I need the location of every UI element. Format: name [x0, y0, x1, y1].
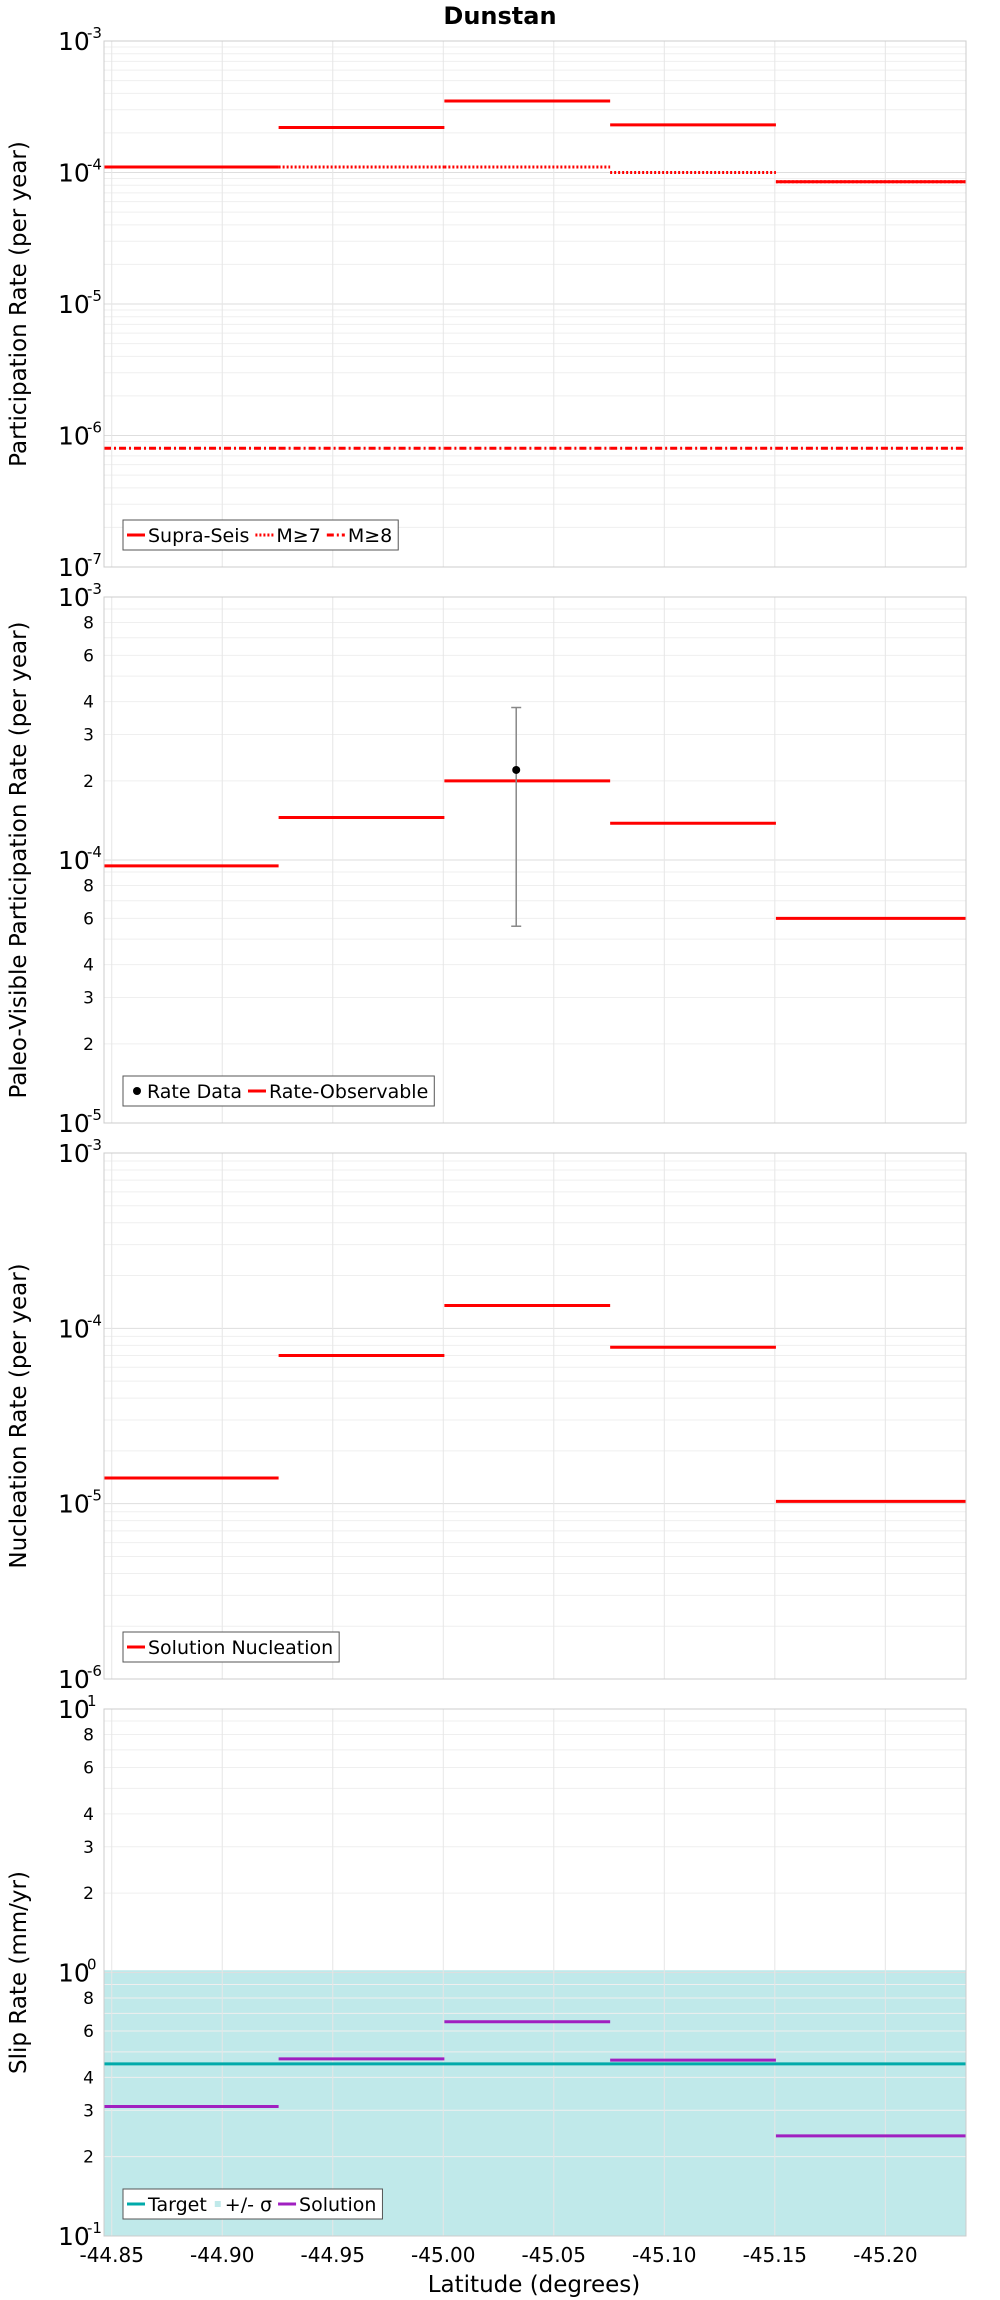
- y-tick-label: 10: [58, 583, 90, 612]
- legend-label: Solution: [299, 2194, 376, 2216]
- y-tick-exponent: -3: [87, 580, 102, 598]
- series-rate-observable: [104, 779, 966, 920]
- plot-border: [103, 40, 967, 568]
- y-minor-tick-label: 2: [83, 1035, 94, 1055]
- y-tick-label: 10: [58, 1314, 90, 1343]
- y-tick-label: 10: [58, 159, 90, 188]
- legend-frame: [122, 1075, 435, 1107]
- y-tick-label: 10: [58, 290, 90, 319]
- x-tick-label: -45.15: [743, 2243, 807, 2267]
- y-minor-tick-label: 3: [83, 726, 94, 746]
- y-minor-tick-label: 4: [83, 1805, 94, 1825]
- legend-frame: [122, 2188, 383, 2220]
- x-tick-label: -45.05: [522, 2243, 586, 2267]
- y-tick-label: 10: [58, 1109, 90, 1138]
- legend: Supra-Seis M≥7 M≥8: [122, 519, 399, 551]
- y-tick-label: 10: [58, 2222, 90, 2251]
- chart-title: Dunstan: [443, 2, 556, 30]
- plot-area: [104, 1153, 966, 1679]
- y-minor-tick-label: 6: [83, 2022, 94, 2042]
- legend-label: Solution Nucleation: [148, 1637, 333, 1659]
- legend: Rate Data Rate-Observable: [122, 1075, 435, 1107]
- y-tick-exponent: 1: [87, 1692, 97, 1710]
- y-minor-tick-label: 3: [83, 1838, 94, 1858]
- x-axis-label: Latitude (degrees): [428, 2272, 641, 2298]
- series-solution-nucleation: [104, 1303, 966, 1503]
- y-minor-tick-label: 8: [83, 1989, 94, 2009]
- x-tick-label: -45.00: [411, 2243, 475, 2267]
- y-tick-exponent: 0: [87, 1956, 97, 1974]
- y-tick-exponent: -4: [87, 1311, 102, 1329]
- y-minor-tick-label: 3: [83, 989, 94, 1009]
- y-minor-tick-label: 8: [83, 876, 94, 896]
- y-tick-exponent: -4: [87, 843, 102, 861]
- y-tick-exponent: -3: [87, 1136, 102, 1154]
- y-axis-label: Participation Rate (per year): [6, 141, 32, 467]
- y-minor-tick-label: 2: [83, 1884, 94, 1904]
- y-axis-label: Nucleation Rate (per year): [6, 1263, 32, 1568]
- y-minor-tick-label: 8: [83, 613, 94, 633]
- plot-border: [103, 596, 967, 1124]
- y-minor-tick-label: 4: [83, 956, 94, 976]
- y-tick-exponent: -5: [87, 287, 102, 305]
- y-tick-exponent: -5: [87, 1106, 102, 1124]
- legend-label: +/- σ: [225, 2194, 272, 2216]
- y-tick-exponent: -3: [87, 24, 102, 42]
- legend-label: Rate Data: [147, 1081, 242, 1103]
- x-tick-label: -45.20: [853, 2243, 917, 2267]
- x-tick-label: -44.90: [190, 2243, 254, 2267]
- y-tick-exponent: -6: [87, 1662, 102, 1680]
- series-solution: [104, 2020, 966, 2138]
- x-tick-label: -44.85: [79, 2243, 143, 2267]
- y-tick-label: 10: [58, 1139, 90, 1168]
- y-tick-exponent: -6: [87, 419, 102, 437]
- legend-label: M≥7: [276, 525, 320, 547]
- legend-label: M≥8: [348, 525, 392, 547]
- legend-label: Supra-Seis: [148, 525, 249, 547]
- y-minor-tick-label: 3: [83, 2101, 94, 2121]
- y-axis-label: Paleo-Visible Participation Rate (per ye…: [6, 621, 32, 1098]
- y-minor-tick-label: 6: [83, 646, 94, 666]
- legend: Target +/- σ Solution: [122, 2188, 383, 2220]
- y-tick-label: 10: [58, 1959, 90, 1988]
- legend-label: Target: [147, 2194, 207, 2216]
- y-tick-exponent: -4: [87, 156, 102, 174]
- x-tick-label: -44.95: [301, 2243, 365, 2267]
- legend-marker: [214, 2201, 221, 2207]
- y-tick-exponent: -7: [87, 550, 102, 568]
- y-minor-tick-label: 8: [83, 1726, 94, 1746]
- x-tick-label: -45.10: [632, 2243, 696, 2267]
- y-minor-tick-label: 2: [83, 2148, 94, 2168]
- y-tick-exponent: -5: [87, 1487, 102, 1505]
- y-minor-tick-label: 4: [83, 2068, 94, 2088]
- plot-border: [103, 1708, 967, 2237]
- y-tick-exponent: -1: [87, 2219, 102, 2237]
- plot-border: [103, 1152, 967, 1680]
- y-axis-label: Slip Rate (mm/yr): [6, 1871, 32, 2074]
- y-minor-tick-label: 6: [83, 1758, 94, 1778]
- y-minor-tick-label: 4: [83, 693, 94, 713]
- y-minor-tick-label: 6: [83, 909, 94, 929]
- y-tick-label: 10: [58, 1695, 90, 1724]
- legend-label: Rate-Observable: [269, 1081, 428, 1103]
- legend-frame: [122, 1631, 340, 1663]
- y-tick-label: 10: [58, 422, 90, 451]
- legend: Solution Nucleation: [122, 1631, 340, 1663]
- y-tick-label: 10: [58, 1665, 90, 1694]
- y-tick-label: 10: [58, 553, 90, 582]
- y-minor-tick-label: 2: [83, 772, 94, 792]
- y-tick-label: 10: [58, 27, 90, 56]
- legend-marker: [133, 1087, 141, 1095]
- series-m-7: [104, 165, 966, 184]
- rate-data-point: [512, 765, 521, 774]
- y-tick-label: 10: [58, 1490, 90, 1519]
- y-tick-label: 10: [58, 846, 90, 875]
